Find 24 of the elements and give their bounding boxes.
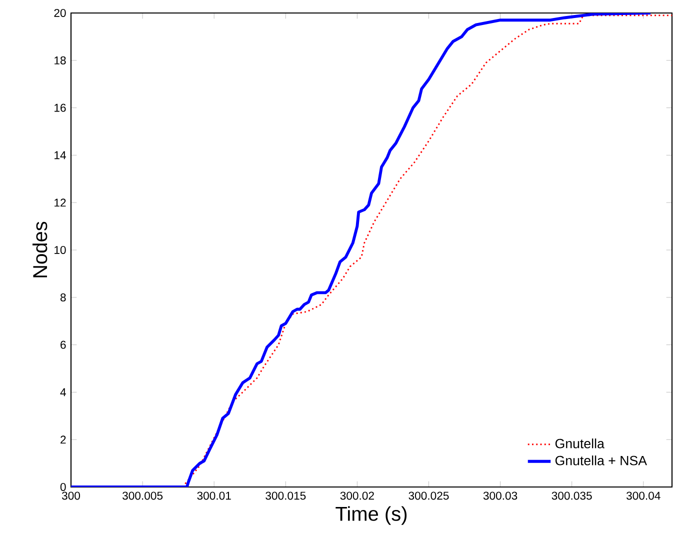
- y-axis-title: Nodes: [32, 222, 48, 278]
- x-tick-label: 300.04: [626, 492, 660, 500]
- y-tick-label: 16: [54, 104, 66, 112]
- y-tick-label: 18: [54, 56, 66, 64]
- x-tick-label: 300: [62, 492, 80, 500]
- y-tick-label: 12: [54, 198, 66, 207]
- x-axis-title: Time (s): [336, 506, 407, 525]
- y-tick-label: 0: [60, 482, 66, 492]
- y-tick-label: 10: [54, 246, 66, 254]
- y-tick-label: 14: [54, 151, 66, 160]
- y-tick-label: 2: [60, 436, 66, 444]
- y-tick-label: 20: [54, 8, 66, 17]
- x-tick-label: 300.005: [122, 492, 163, 500]
- y-tick-label: 6: [60, 340, 66, 349]
- x-tick-label: 300.025: [408, 492, 449, 500]
- legend-label: Gnutella + NSA: [555, 456, 647, 466]
- x-tick-label: 300.015: [266, 492, 306, 500]
- x-tick-label: 300.02: [340, 492, 374, 500]
- y-tick-label: 8: [60, 293, 66, 302]
- x-tick-label: 300.035: [552, 492, 592, 500]
- legend-label: Gnutella: [555, 438, 604, 448]
- y-tick-label: 4: [60, 388, 66, 396]
- x-tick-label: 300.01: [197, 492, 231, 500]
- x-tick-label: 300.03: [483, 492, 518, 500]
